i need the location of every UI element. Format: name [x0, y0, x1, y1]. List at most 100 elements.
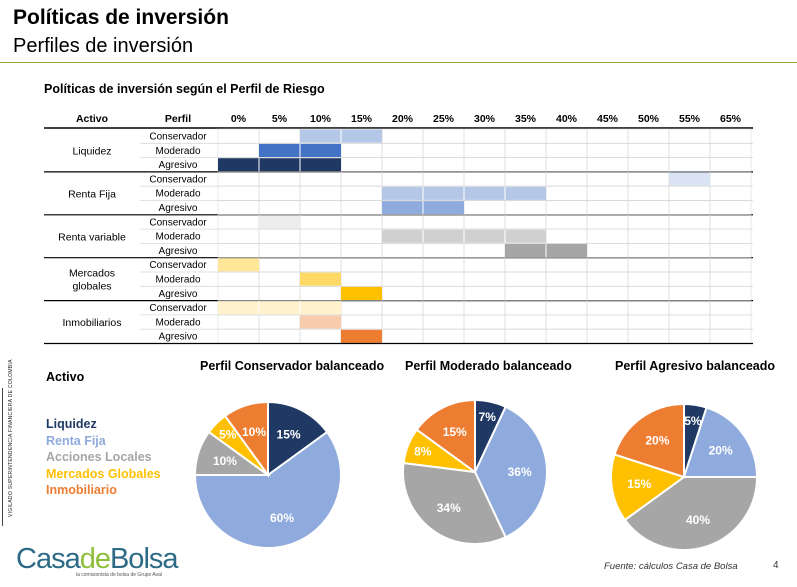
grid-cell [463, 243, 506, 258]
pie-data-label: 5% [684, 414, 702, 428]
pie-agresivo-title: Perfil Agresivo balanceado [615, 359, 776, 373]
pie-moderado: 7% 36% 34% 8% 15% [403, 400, 547, 544]
grid-cell [545, 200, 588, 216]
grid-cell [504, 271, 547, 287]
pie-data-label: 36% [508, 465, 532, 479]
grid-cell [217, 185, 260, 201]
profile-label: Conservador [149, 303, 207, 314]
grid-cell [422, 286, 465, 301]
grid-cell [709, 228, 752, 244]
profile-label: Moderado [155, 232, 200, 243]
grid-cell [627, 257, 670, 273]
pie-data-label: 34% [437, 501, 461, 515]
table-header-asset: Activo [76, 113, 108, 125]
legend-item-acciones-locales: Acciones Locales [46, 450, 152, 464]
source-note: Fuente: cálculos Casa de Bolsa [604, 561, 738, 572]
grid-cell [340, 228, 383, 244]
pie-slice-mercados-globales [611, 453, 687, 522]
grid-cell [709, 142, 752, 158]
grid-cell [299, 328, 342, 344]
grid-cell [709, 314, 752, 330]
grid-cell [709, 328, 752, 344]
legend-item-mercados-globales: Mercados Globales [46, 466, 161, 481]
grid-cell [381, 128, 424, 144]
grid-cell [340, 157, 383, 173]
grid-cell [340, 257, 383, 273]
grid-cell [381, 142, 424, 158]
grid-cell [586, 257, 629, 273]
grid-cell [422, 271, 465, 287]
grid-cell [586, 286, 629, 301]
title-divider [0, 62, 797, 63]
grid-cell [381, 286, 424, 301]
grid-cell [381, 171, 424, 187]
grid-cell [545, 142, 588, 158]
grid-cell [668, 286, 711, 301]
grid-cell [422, 300, 465, 316]
grid-cell [381, 157, 424, 173]
grid-cell [504, 328, 547, 344]
grid-cell [668, 185, 711, 201]
table-header-percent: 10% [310, 113, 332, 125]
range-bar [259, 215, 300, 229]
pie-data-label: 15% [443, 425, 467, 439]
pie-data-label: 7% [479, 410, 497, 424]
grid-cell [586, 243, 629, 258]
grid-cell [627, 286, 670, 301]
grid-cell [258, 286, 301, 301]
grid-cell [668, 200, 711, 216]
grid-cell [299, 185, 342, 201]
grid-cell [668, 300, 711, 316]
grid-cell [668, 128, 711, 144]
grid-cell [709, 185, 752, 201]
grid-cell [668, 214, 711, 230]
grid-cell [217, 171, 260, 187]
grid-cell [586, 171, 629, 187]
profile-label: Conservador [149, 174, 207, 185]
grid-cell [422, 157, 465, 173]
grid-cell [504, 142, 547, 158]
grid-cell [381, 300, 424, 316]
grid-cell [709, 271, 752, 287]
pie-slice-inmobiliario [415, 400, 476, 474]
grid-cell [709, 300, 752, 316]
grid-cell [217, 142, 260, 158]
grid-cell [586, 314, 629, 330]
pie-data-label: 15% [627, 477, 651, 491]
grid-cell [299, 228, 342, 244]
pie-slice-inmobiliario [613, 404, 685, 479]
grid-cell [627, 228, 670, 244]
grid-cell [340, 171, 383, 187]
pie-data-label: 20% [645, 433, 669, 447]
grid-cell [545, 128, 588, 144]
asset-label: globales [72, 281, 111, 293]
grid-cell [668, 142, 711, 158]
grid-cell [504, 171, 547, 187]
pie-data-label: 10% [242, 425, 266, 439]
profile-label: Conservador [149, 260, 207, 271]
grid-cell [381, 271, 424, 287]
pie-slice-renta-fija [682, 406, 757, 478]
grid-cell [668, 328, 711, 344]
grid-cell [668, 243, 711, 258]
grid-cell [463, 314, 506, 330]
grid-cell [463, 300, 506, 316]
grid-cell [422, 314, 465, 330]
range-bar [218, 158, 341, 172]
pie-data-label: 10% [213, 454, 237, 468]
table-header-percent: 35% [515, 113, 537, 125]
pie-slice-acciones-locales [403, 461, 507, 544]
grid-cell [545, 300, 588, 316]
grid-cell [668, 314, 711, 330]
grid-cell [340, 243, 383, 258]
pie-legend: Liquidez Renta Fija Acciones Locales Mer… [46, 416, 161, 499]
grid-cell [381, 314, 424, 330]
grid-cell [299, 214, 342, 230]
grid-cell [463, 157, 506, 173]
grid-cell [217, 286, 260, 301]
grid-cell [299, 200, 342, 216]
grid-cell [258, 257, 301, 273]
grid-cell [504, 314, 547, 330]
grid-cell [463, 214, 506, 230]
grid-cell [668, 271, 711, 287]
